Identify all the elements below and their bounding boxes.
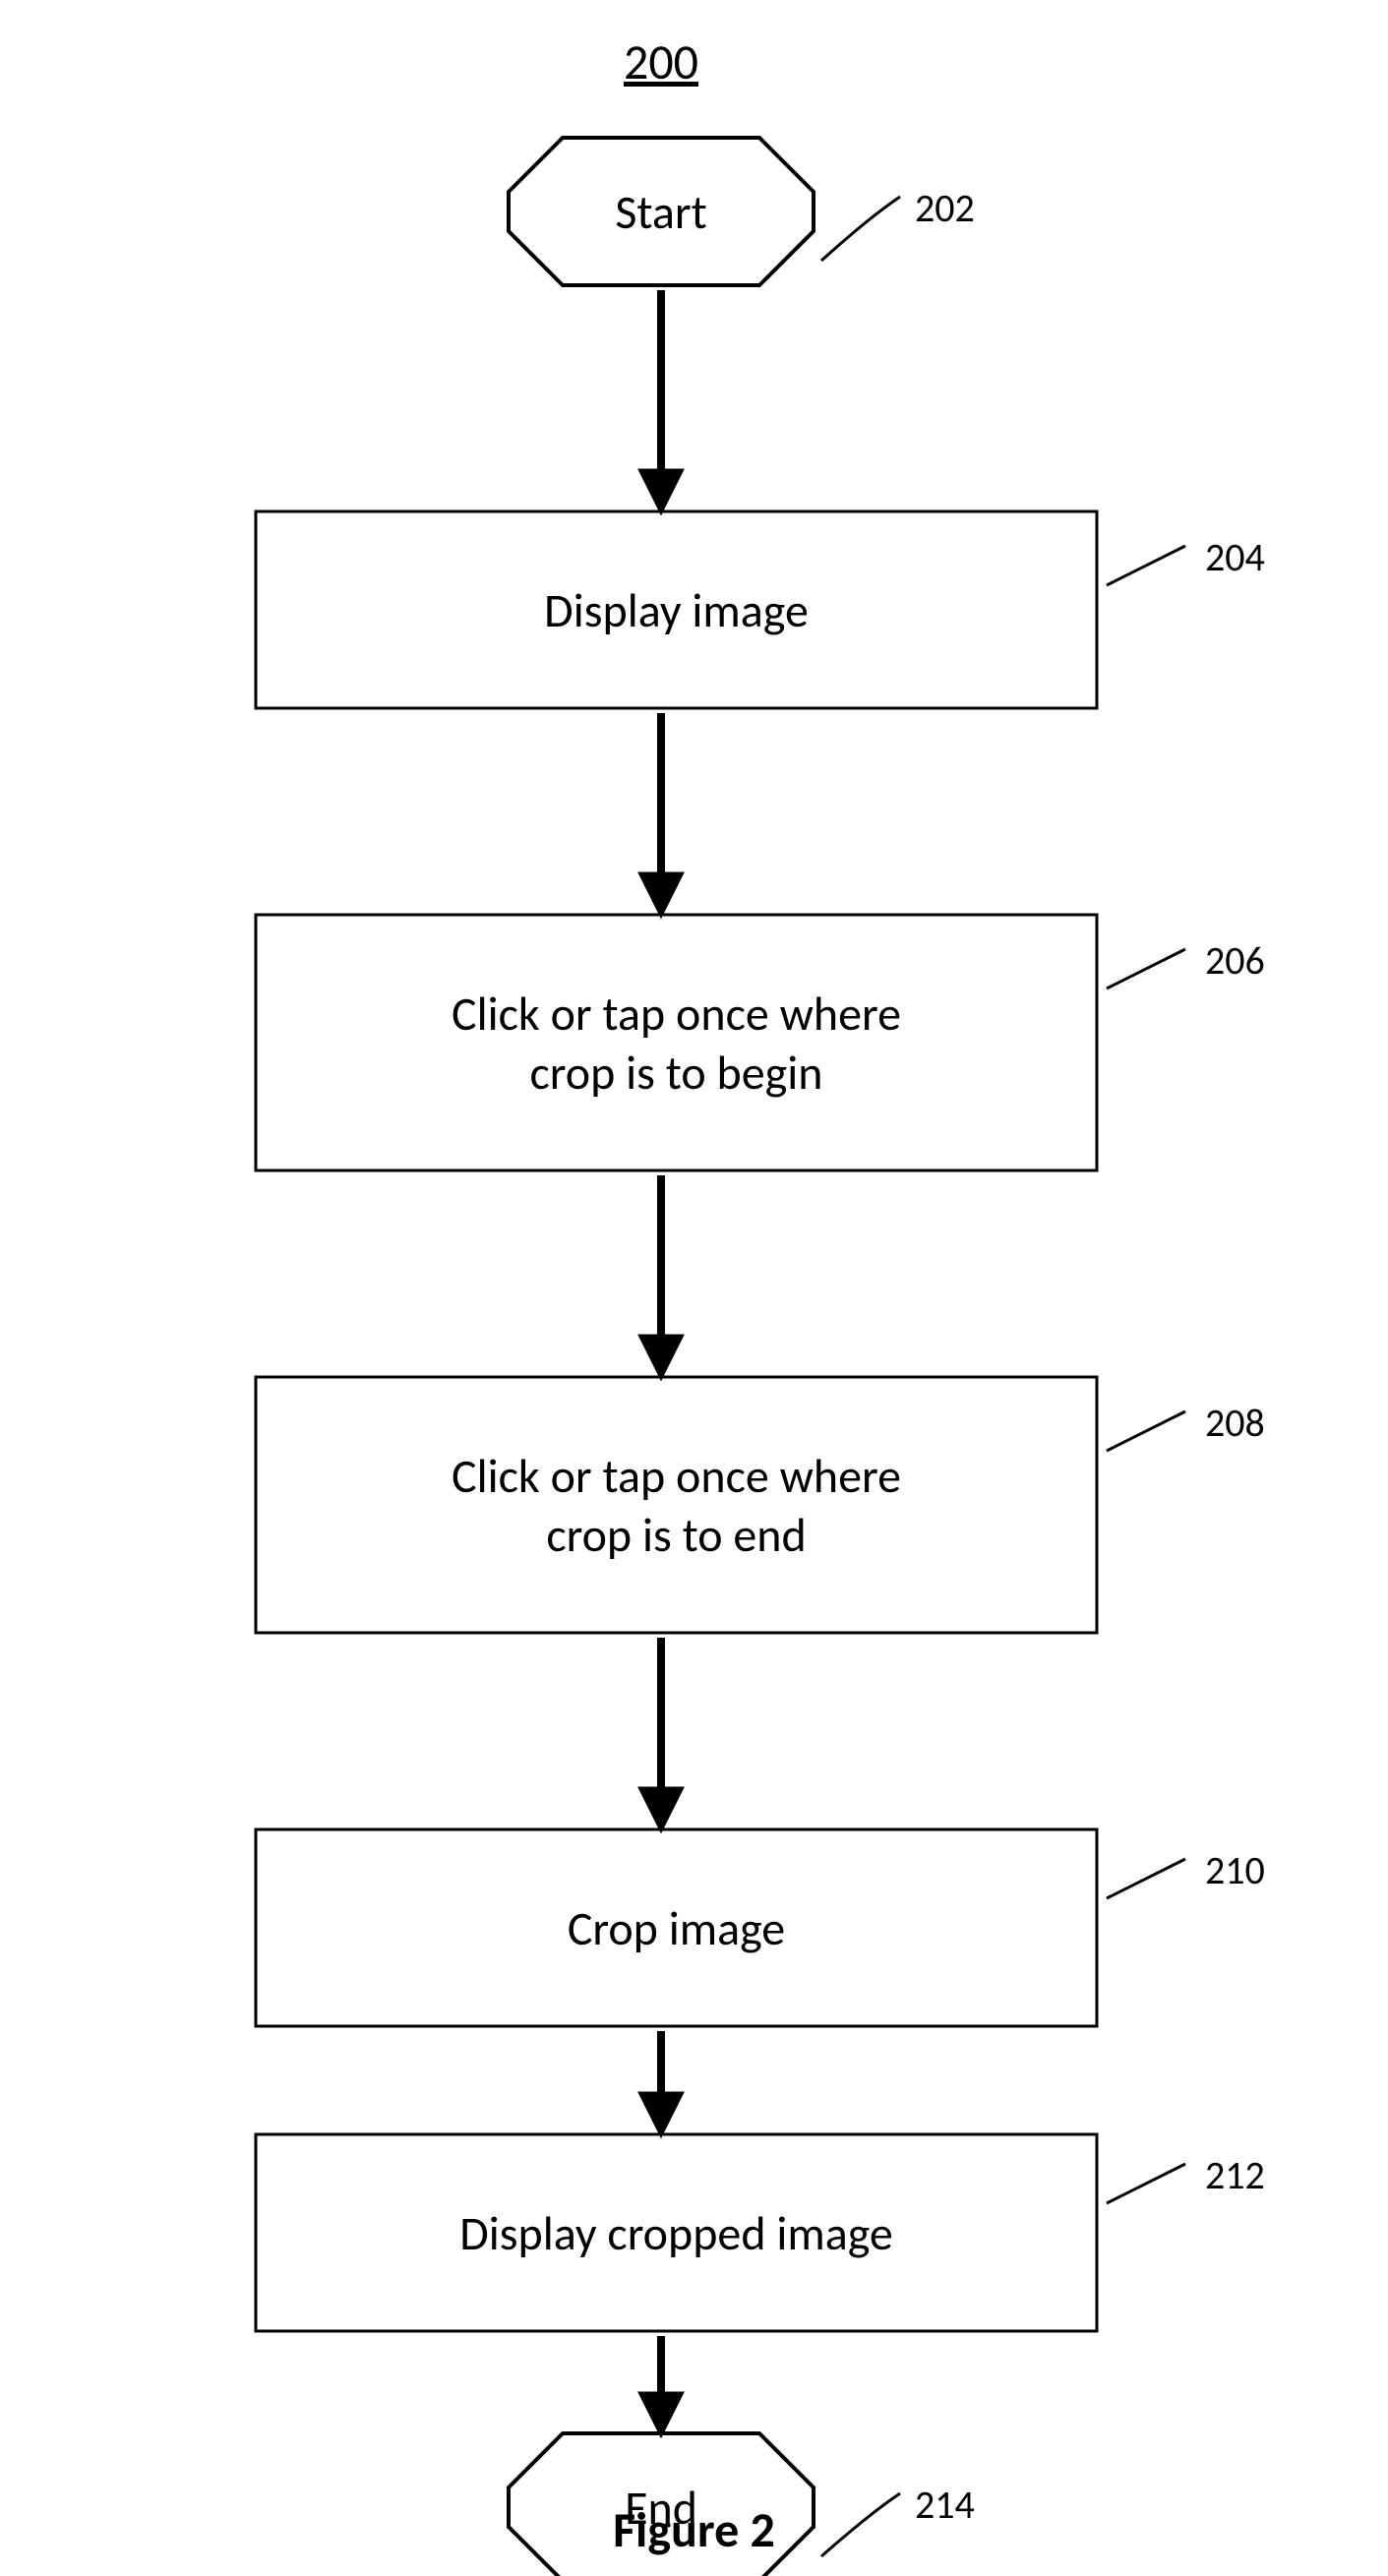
- flowchart-figure: 200 Start 202 Display image 204 Click or tap …: [0, 0, 1388, 2576]
- flow-node-n208: Click or tap once wherecrop is to end 208: [256, 1377, 1265, 1633]
- flow-node-n204: Display image 204: [256, 511, 1265, 708]
- node-ref-label: 214: [915, 2481, 975, 2529]
- leader-line: [1107, 1859, 1185, 1898]
- node-ref-label: 206: [1205, 936, 1265, 985]
- figure-caption: Figure 2: [613, 2500, 775, 2560]
- leader-line: [821, 197, 900, 261]
- svg-text:200: 200: [624, 32, 698, 92]
- node-text: Display cropped image: [459, 2204, 893, 2262]
- node-ref-label: 212: [1205, 2151, 1265, 2199]
- flow-node-start: Start 202: [509, 138, 975, 285]
- leader-line: [1107, 949, 1185, 988]
- flow-node-n210: Crop image 210: [256, 1829, 1265, 2026]
- leader-line: [821, 2493, 900, 2556]
- leader-line: [1107, 2164, 1185, 2203]
- figure-number: 200: [624, 32, 698, 92]
- leader-line: [1107, 546, 1185, 585]
- node-text: Start: [615, 183, 706, 241]
- node-text: Crop image: [568, 1899, 785, 1957]
- flow-node-n212: Display cropped image 212: [256, 2134, 1265, 2331]
- node-ref-label: 210: [1205, 1846, 1265, 1894]
- node-ref-label: 204: [1205, 533, 1265, 581]
- flow-node-n206: Click or tap once wherecrop is to begin 2…: [256, 915, 1265, 1170]
- node-text: Click or tap once wherecrop is to begin: [452, 985, 901, 1102]
- flowchart-svg: 200 Start 202 Display image 204 Click or tap …: [0, 0, 1388, 2576]
- node-text: Display image: [544, 581, 809, 639]
- leader-line: [1107, 1411, 1185, 1451]
- node-ref-label: 202: [915, 184, 975, 232]
- node-ref-label: 208: [1205, 1399, 1265, 1447]
- node-text: Click or tap once wherecrop is to end: [452, 1447, 901, 1564]
